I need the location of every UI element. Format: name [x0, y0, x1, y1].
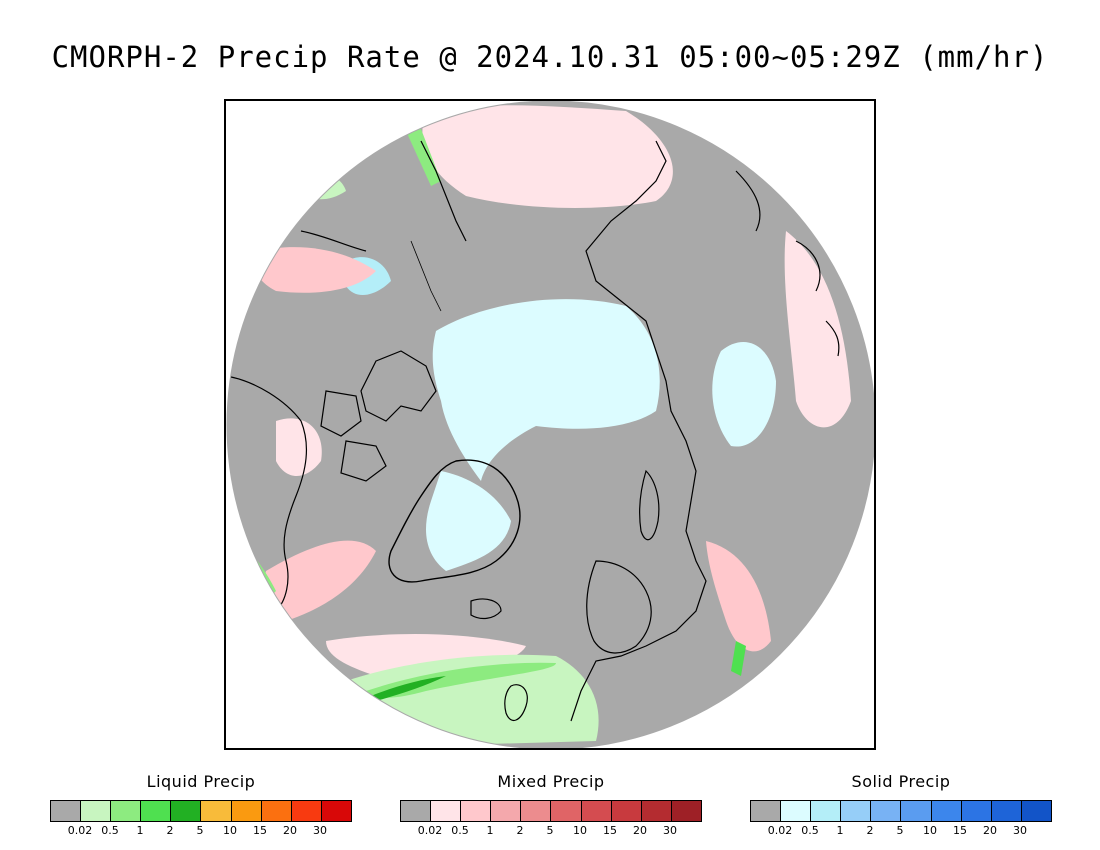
- tick-label: 30: [663, 824, 677, 837]
- map-disc-edge: [226, 101, 874, 748]
- liquid-precip-pacific: [406, 129, 441, 186]
- tick-label: 0.02: [417, 824, 443, 837]
- colorbar-swatch: [611, 801, 642, 821]
- colorbar-swatch: [551, 801, 582, 821]
- coastline-east-asia: [735, 170, 840, 357]
- colorbar-swatch: [51, 801, 82, 821]
- legend-mixed: Mixed Precip 0.02 0.5 1 2 5 10 15 20 30: [400, 772, 702, 838]
- colorbar-swatch: [401, 801, 432, 821]
- tick-label: 2: [166, 824, 174, 837]
- tick-label: 0.5: [451, 824, 469, 837]
- colorbar-swatch: [461, 801, 492, 821]
- solid-precip-greenland: [426, 471, 511, 571]
- tick-labels-solid: 0.02 0.5 1 2 5 10 15 20 30: [750, 824, 1052, 838]
- colorbar-swatch: [141, 801, 172, 821]
- colorbar-swatch: [991, 801, 1022, 821]
- tick-label: 2: [866, 824, 874, 837]
- tick-label: 30: [313, 824, 327, 837]
- colorbar-swatch: [901, 801, 932, 821]
- coastline-north-america: [227, 140, 467, 612]
- colorbar-swatch: [781, 801, 812, 821]
- coastline-arctic-islands: [320, 350, 437, 482]
- tick-label: 20: [633, 824, 647, 837]
- tick-label: 5: [196, 824, 204, 837]
- colorbar-swatch: [171, 801, 202, 821]
- tick-label: 10: [223, 824, 237, 837]
- colorbar-swatch: [751, 801, 782, 821]
- coastline-novaya-zemlya: [639, 469, 660, 541]
- colorbar-mixed: [400, 800, 702, 822]
- tick-label: 5: [896, 824, 904, 837]
- tick-label: 15: [953, 824, 967, 837]
- tick-label: 15: [603, 824, 617, 837]
- colorbar-swatch: [811, 801, 842, 821]
- polar-map-svg: [226, 101, 874, 748]
- tick-label: 0.5: [101, 824, 119, 837]
- tick-label: 20: [983, 824, 997, 837]
- colorbar-swatch: [671, 801, 701, 821]
- legend-title-mixed: Mixed Precip: [497, 772, 605, 791]
- mixed-precip-north-pacific: [422, 105, 673, 208]
- colorbar-swatch: [841, 801, 872, 821]
- tick-label: 1: [486, 824, 494, 837]
- mixed-precip-kara: [706, 541, 771, 652]
- mixed-precip-alaska: [254, 247, 376, 293]
- colorbar-swatch: [261, 801, 292, 821]
- tick-label: 20: [283, 824, 297, 837]
- colorbar-swatch: [581, 801, 612, 821]
- map-title: CMORPH-2 Precip Rate @ 2024.10.31 05:00~…: [51, 40, 1049, 74]
- tick-label: 10: [573, 824, 587, 837]
- liquid-precip-band-strong: [371, 676, 446, 701]
- colorbar-swatch: [641, 801, 672, 821]
- tick-label: 30: [1013, 824, 1027, 837]
- legend-title-solid: Solid Precip: [851, 772, 951, 791]
- colorbar-swatch: [111, 801, 142, 821]
- colorbar-swatch: [291, 801, 322, 821]
- colorbar-liquid: [50, 800, 352, 822]
- tick-label: 5: [546, 824, 554, 837]
- legend-title-liquid: Liquid Precip: [146, 772, 256, 791]
- tick-label: 1: [836, 824, 844, 837]
- colorbar-swatch: [491, 801, 522, 821]
- colorbar-swatch: [231, 801, 262, 821]
- tick-label: 0.5: [801, 824, 819, 837]
- solid-precip-region: [432, 299, 660, 481]
- colorbar-solid: [750, 800, 1052, 822]
- border-alaska-canada: [410, 240, 442, 312]
- colorbar-swatch: [321, 801, 351, 821]
- legend-liquid: Liquid Precip 0.02 0.5 1 2 5 10 15 20 30: [50, 772, 352, 838]
- mixed-precip-east: [784, 231, 851, 428]
- colorbar-swatch: [521, 801, 552, 821]
- liquid-precip-east: [731, 641, 746, 676]
- tick-label: 2: [516, 824, 524, 837]
- colorbar-swatch: [871, 801, 902, 821]
- tick-label: 0.02: [767, 824, 793, 837]
- colorbar-swatch: [1021, 801, 1051, 821]
- colorbar-swatch: [431, 801, 462, 821]
- mixed-precip-hudson: [276, 418, 322, 476]
- tick-label: 10: [923, 824, 937, 837]
- tick-labels-mixed: 0.02 0.5 1 2 5 10 15 20 30: [400, 824, 702, 838]
- colorbar-swatch: [931, 801, 962, 821]
- legend-solid: Solid Precip 0.02 0.5 1 2 5 10 15 20 30: [750, 772, 1052, 838]
- tick-label: 1: [136, 824, 144, 837]
- coastline-british-isles: [504, 684, 528, 722]
- coastline-iceland: [470, 598, 502, 620]
- coastline-greenland: [388, 459, 521, 583]
- colorbar-swatch: [201, 801, 232, 821]
- colorbar-swatch: [961, 801, 992, 821]
- tick-label: 0.02: [67, 824, 93, 837]
- mixed-precip-atlantic: [264, 540, 376, 621]
- tick-labels-liquid: 0.02 0.5 1 2 5 10 15 20 30: [50, 824, 352, 838]
- solid-precip-siberia: [712, 342, 776, 447]
- tick-label: 15: [253, 824, 267, 837]
- coastline-scandinavia: [586, 560, 652, 654]
- polar-precip-map: [224, 99, 876, 750]
- colorbar-swatch: [81, 801, 112, 821]
- coastline-eurasia: [570, 140, 707, 722]
